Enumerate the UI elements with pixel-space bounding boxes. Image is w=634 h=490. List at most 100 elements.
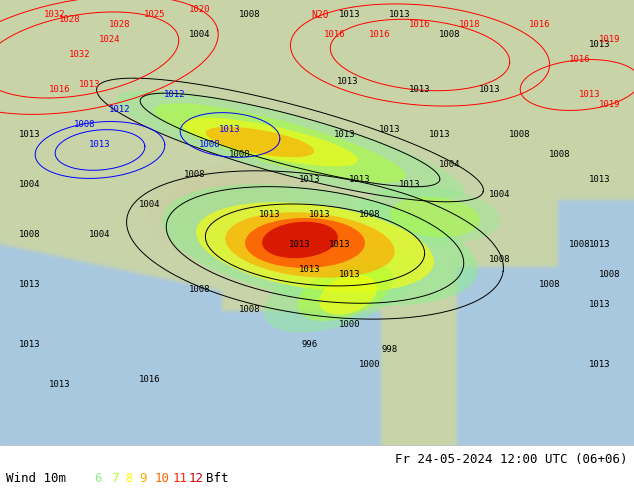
Text: 1013: 1013	[589, 241, 611, 249]
Text: 1013: 1013	[379, 125, 401, 134]
Ellipse shape	[116, 90, 464, 200]
Ellipse shape	[262, 222, 338, 258]
Ellipse shape	[225, 212, 395, 278]
Text: 1013: 1013	[589, 300, 611, 310]
Text: 1008: 1008	[599, 270, 621, 279]
Text: 1013: 1013	[309, 211, 331, 220]
Text: 1016: 1016	[369, 30, 391, 40]
Text: Bft: Bft	[206, 472, 228, 486]
Ellipse shape	[297, 263, 392, 321]
Text: 1008: 1008	[489, 255, 511, 265]
Text: 1008: 1008	[569, 241, 591, 249]
Ellipse shape	[182, 118, 358, 167]
Text: 1013: 1013	[429, 130, 451, 140]
Text: 1013: 1013	[410, 85, 430, 95]
Text: 1013: 1013	[19, 130, 41, 140]
Text: 1004: 1004	[89, 230, 111, 240]
Text: 1013: 1013	[89, 141, 111, 149]
Text: 1013: 1013	[399, 180, 421, 190]
Text: 1013: 1013	[339, 270, 361, 279]
Text: 1008: 1008	[549, 150, 571, 159]
Text: 1013: 1013	[19, 280, 41, 290]
Text: 1020: 1020	[190, 5, 210, 15]
Text: 1013: 1013	[589, 41, 611, 49]
Text: 1004: 1004	[190, 30, 210, 40]
Text: 1013: 1013	[589, 175, 611, 184]
Text: 1004: 1004	[489, 191, 511, 199]
Text: 1008: 1008	[19, 230, 41, 240]
Text: Wind 10m: Wind 10m	[6, 472, 67, 486]
Ellipse shape	[264, 247, 416, 333]
Text: 1012: 1012	[109, 105, 131, 115]
Text: 1013: 1013	[299, 175, 321, 184]
Text: 1025: 1025	[145, 10, 165, 20]
Text: 1016: 1016	[569, 55, 591, 65]
Text: 9: 9	[139, 472, 147, 486]
Text: 1013: 1013	[299, 266, 321, 274]
Text: 1008: 1008	[230, 150, 251, 159]
Text: 1008: 1008	[184, 171, 206, 179]
Text: 1032: 1032	[44, 10, 66, 20]
Text: 1013: 1013	[337, 77, 359, 87]
Text: 1008: 1008	[439, 30, 461, 40]
Text: 1000: 1000	[359, 361, 381, 369]
Text: 1004: 1004	[439, 160, 461, 170]
Text: 12: 12	[189, 472, 204, 486]
Ellipse shape	[245, 218, 365, 268]
Text: 1013: 1013	[334, 130, 356, 140]
Text: 1016: 1016	[49, 85, 71, 95]
Text: 1008: 1008	[190, 286, 210, 294]
Text: 1013: 1013	[79, 80, 101, 90]
Text: 8: 8	[125, 472, 133, 486]
Ellipse shape	[162, 184, 478, 306]
Ellipse shape	[154, 103, 406, 183]
Text: 996: 996	[302, 341, 318, 349]
Text: 1013: 1013	[349, 175, 371, 184]
Ellipse shape	[206, 127, 314, 157]
Text: 1013: 1013	[219, 125, 241, 134]
Ellipse shape	[196, 202, 434, 292]
Text: 1016: 1016	[139, 375, 161, 385]
Text: 6: 6	[94, 472, 101, 486]
Text: 1008: 1008	[199, 141, 221, 149]
Text: 1032: 1032	[69, 50, 91, 59]
Text: 1004: 1004	[19, 180, 41, 190]
Text: 1008: 1008	[359, 211, 381, 220]
Text: 1013: 1013	[589, 361, 611, 369]
Text: 1004: 1004	[139, 200, 161, 209]
Text: 998: 998	[382, 345, 398, 354]
Text: 1028: 1028	[59, 16, 81, 24]
Text: 1028: 1028	[109, 21, 131, 29]
Text: 1013: 1013	[289, 241, 311, 249]
Text: 1013: 1013	[389, 10, 411, 20]
Text: 1013: 1013	[329, 241, 351, 249]
Text: N20: N20	[311, 10, 329, 20]
Text: 1016: 1016	[410, 21, 430, 29]
Text: 1019: 1019	[599, 35, 621, 45]
Text: 1013: 1013	[19, 341, 41, 349]
Text: 1008: 1008	[239, 10, 261, 20]
Text: 1013: 1013	[579, 91, 601, 99]
Ellipse shape	[319, 275, 377, 315]
Text: 1008: 1008	[509, 130, 531, 140]
Text: 1008: 1008	[540, 280, 560, 290]
Text: 1013: 1013	[259, 211, 281, 220]
Text: 1024: 1024	[100, 35, 120, 45]
Text: 1012: 1012	[164, 91, 186, 99]
Text: 1013: 1013	[339, 10, 361, 20]
Text: 7: 7	[111, 472, 119, 486]
Text: 1013: 1013	[49, 380, 71, 390]
Ellipse shape	[360, 186, 500, 244]
Text: 1000: 1000	[339, 320, 361, 329]
Text: 1019: 1019	[599, 100, 621, 109]
Ellipse shape	[390, 196, 480, 237]
Text: Fr 24-05-2024 12:00 UTC (06+06): Fr 24-05-2024 12:00 UTC (06+06)	[395, 453, 628, 466]
Text: 1013: 1013	[479, 85, 501, 95]
Text: 1008: 1008	[239, 305, 261, 315]
Text: 1018: 1018	[459, 21, 481, 29]
Text: 10: 10	[154, 472, 169, 486]
Text: 1008: 1008	[74, 121, 96, 129]
Text: 11: 11	[172, 472, 188, 486]
Text: 1016: 1016	[324, 30, 346, 40]
Text: 1016: 1016	[529, 21, 551, 29]
